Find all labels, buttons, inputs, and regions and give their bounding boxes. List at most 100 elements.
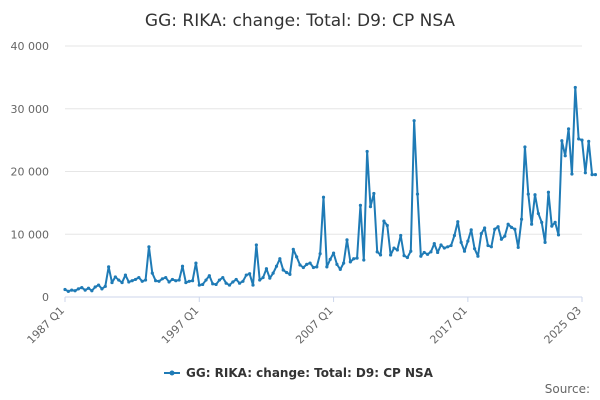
- data-point[interactable]: [231, 280, 235, 284]
- data-point[interactable]: [177, 278, 181, 282]
- data-point[interactable]: [254, 243, 258, 247]
- data-point[interactable]: [516, 245, 520, 250]
- data-point[interactable]: [315, 265, 319, 269]
- data-point[interactable]: [107, 265, 111, 269]
- data-point[interactable]: [536, 211, 540, 216]
- data-point[interactable]: [143, 278, 148, 282]
- data-point[interactable]: [224, 281, 228, 285]
- data-point[interactable]: [425, 252, 430, 256]
- data-point[interactable]: [133, 277, 138, 282]
- data-point[interactable]: [80, 285, 84, 290]
- data-point[interactable]: [345, 238, 349, 242]
- data-point[interactable]: [157, 279, 161, 283]
- data-point[interactable]: [154, 279, 158, 283]
- data-point[interactable]: [486, 243, 490, 248]
- data-point[interactable]: [63, 287, 67, 292]
- data-point[interactable]: [328, 257, 332, 261]
- data-point[interactable]: [449, 243, 453, 248]
- data-point[interactable]: [553, 220, 557, 224]
- data-point[interactable]: [100, 287, 104, 291]
- data-point[interactable]: [103, 284, 107, 288]
- data-point[interactable]: [395, 248, 399, 252]
- data-point[interactable]: [506, 222, 510, 226]
- data-point[interactable]: [580, 138, 584, 142]
- data-point[interactable]: [577, 137, 581, 141]
- data-point[interactable]: [355, 256, 359, 260]
- data-point[interactable]: [234, 277, 238, 282]
- data-point[interactable]: [86, 286, 91, 290]
- data-point[interactable]: [459, 240, 463, 245]
- data-point[interactable]: [533, 193, 537, 197]
- data-point[interactable]: [466, 239, 470, 243]
- data-point[interactable]: [217, 278, 222, 282]
- data-point[interactable]: [311, 265, 316, 270]
- data-point[interactable]: [237, 281, 242, 285]
- data-point[interactable]: [301, 265, 305, 270]
- data-point[interactable]: [479, 232, 483, 236]
- data-point[interactable]: [325, 265, 329, 269]
- data-point[interactable]: [523, 145, 527, 149]
- data-point[interactable]: [378, 253, 383, 257]
- data-point[interactable]: [436, 250, 440, 255]
- data-point[interactable]: [264, 267, 269, 271]
- data-point[interactable]: [472, 247, 477, 251]
- data-point[interactable]: [409, 249, 413, 253]
- data-point[interactable]: [540, 220, 544, 224]
- data-point[interactable]: [90, 289, 94, 293]
- data-point[interactable]: [147, 245, 151, 249]
- data-point[interactable]: [452, 233, 457, 238]
- data-point[interactable]: [318, 252, 322, 256]
- data-point[interactable]: [566, 127, 571, 131]
- data-point[interactable]: [476, 254, 480, 258]
- data-point[interactable]: [331, 251, 336, 255]
- data-point[interactable]: [261, 275, 265, 280]
- data-point[interactable]: [288, 272, 292, 277]
- data-point[interactable]: [227, 283, 232, 287]
- legend[interactable]: GG: RIKA: change: Total: D9: CP NSA: [164, 366, 434, 380]
- data-point[interactable]: [201, 282, 205, 287]
- data-point[interactable]: [197, 283, 201, 287]
- data-point[interactable]: [583, 171, 587, 175]
- data-point[interactable]: [563, 154, 567, 158]
- data-point[interactable]: [76, 287, 81, 291]
- data-point[interactable]: [271, 271, 275, 275]
- data-point[interactable]: [174, 279, 178, 283]
- data-point[interactable]: [167, 280, 171, 284]
- data-point[interactable]: [446, 245, 450, 249]
- data-point[interactable]: [130, 279, 134, 283]
- data-point[interactable]: [587, 139, 591, 143]
- data-point[interactable]: [211, 282, 215, 286]
- data-point[interactable]: [560, 139, 564, 143]
- data-point[interactable]: [365, 149, 369, 154]
- data-point[interactable]: [399, 233, 403, 238]
- data-point[interactable]: [281, 268, 285, 272]
- data-point[interactable]: [546, 190, 551, 194]
- data-point[interactable]: [96, 283, 101, 287]
- data-point[interactable]: [190, 279, 195, 283]
- data-point[interactable]: [274, 264, 279, 268]
- data-point[interactable]: [402, 253, 406, 258]
- data-point[interactable]: [352, 257, 356, 261]
- data-point[interactable]: [244, 273, 248, 277]
- data-point[interactable]: [362, 258, 366, 262]
- data-point[interactable]: [489, 245, 493, 249]
- data-point[interactable]: [389, 253, 393, 257]
- data-point[interactable]: [184, 280, 188, 285]
- data-point[interactable]: [519, 217, 524, 221]
- data-point[interactable]: [278, 257, 282, 261]
- data-point[interactable]: [335, 262, 339, 266]
- data-point[interactable]: [573, 85, 577, 90]
- data-point[interactable]: [248, 272, 252, 276]
- data-point[interactable]: [392, 246, 396, 250]
- data-point[interactable]: [385, 223, 389, 228]
- data-point[interactable]: [556, 233, 561, 237]
- data-point[interactable]: [251, 283, 255, 287]
- data-point[interactable]: [291, 247, 295, 251]
- data-point[interactable]: [140, 279, 144, 283]
- data-point[interactable]: [93, 285, 97, 289]
- data-point[interactable]: [415, 192, 420, 196]
- data-point[interactable]: [127, 280, 131, 284]
- data-point[interactable]: [123, 273, 128, 277]
- data-point[interactable]: [432, 242, 436, 246]
- data-point[interactable]: [160, 277, 164, 281]
